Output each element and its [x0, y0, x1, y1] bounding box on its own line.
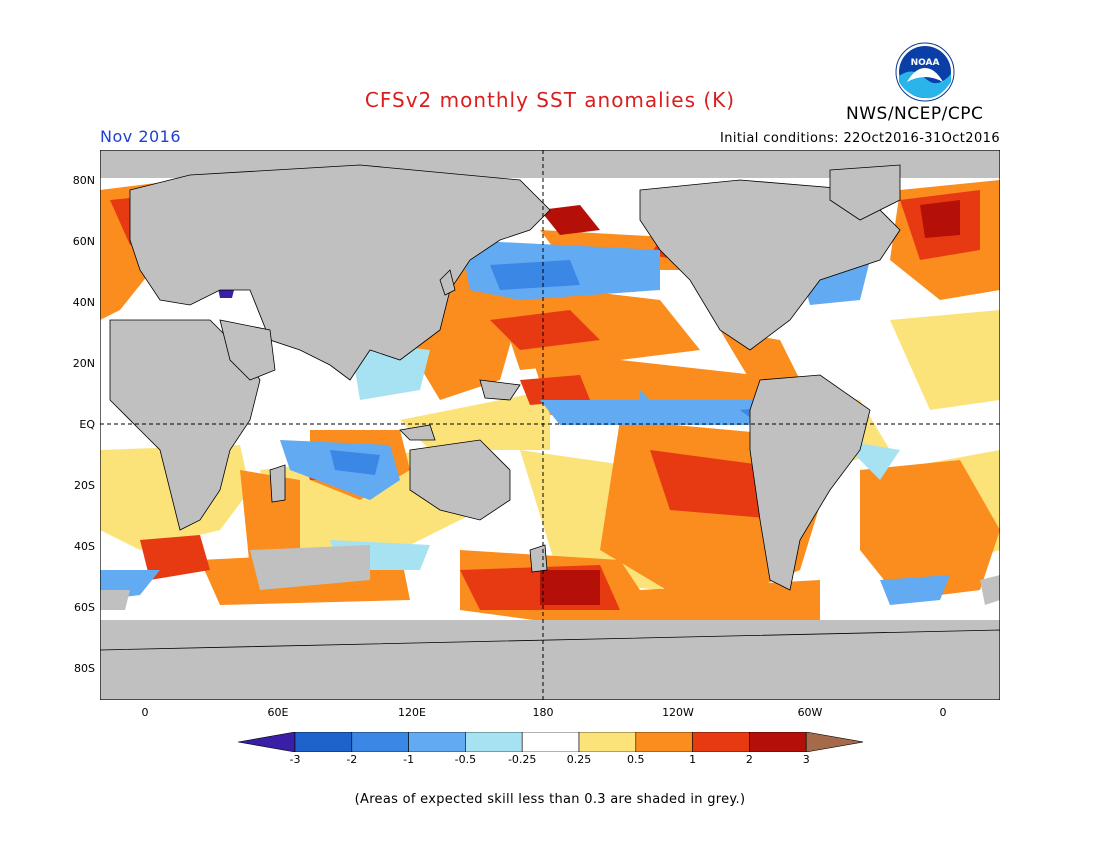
- forecast-month: Nov 2016: [100, 127, 182, 146]
- noaa-logo: NOAA: [895, 42, 955, 102]
- colorbar-tick-label: 0.5: [627, 753, 645, 766]
- initial-conditions: Initial conditions: 22Oct2016-31Oct2016: [720, 131, 1000, 146]
- colorbar-tick-label: 0.25: [566, 753, 592, 766]
- land-masses: [100, 164, 1000, 700]
- colorbar-cell: [749, 732, 807, 752]
- colorbar-cell: [294, 732, 353, 752]
- colorbar-tick-label: -0.25: [507, 753, 537, 766]
- colorbar-cell: [635, 732, 693, 752]
- colorbar-tick-label: -3: [289, 753, 301, 766]
- lon-label-0-east: 0: [939, 706, 947, 719]
- lat-label-80s: 80S: [74, 662, 95, 675]
- colorbar-cell: [351, 732, 409, 752]
- colorbar-cell: [578, 732, 637, 752]
- colorbar-cell-highest: [805, 732, 863, 752]
- lon-label-0: 0: [141, 706, 149, 719]
- colorbar-cell: [692, 732, 750, 752]
- lon-label-60e: 60E: [267, 706, 289, 719]
- lat-label-60s: 60S: [74, 601, 95, 614]
- svg-text:NOAA: NOAA: [911, 58, 940, 68]
- agency-label: NWS/NCEP/CPC: [846, 104, 984, 124]
- colorbar-cell: [465, 732, 523, 752]
- colorbar: [238, 732, 863, 752]
- colorbar-cell: [408, 732, 466, 752]
- lon-label-120w: 120W: [662, 706, 694, 719]
- map-title: CFSv2 monthly SST anomalies (K): [364, 88, 736, 112]
- colorbar-cell: [521, 732, 580, 752]
- lat-label-20n: 20N: [72, 357, 95, 370]
- lon-label-120e: 120E: [398, 706, 426, 719]
- lat-label-80n: 80N: [72, 174, 95, 187]
- colorbar-tick-label: 1: [689, 753, 697, 766]
- footnote: (Areas of expected skill less than 0.3 a…: [354, 792, 746, 807]
- lat-label-eq: EQ: [79, 418, 95, 431]
- lon-label-180: 180: [532, 706, 554, 719]
- lat-label-20s: 20S: [74, 479, 95, 492]
- colorbar-tick-label: 3: [802, 753, 810, 766]
- sst-anomaly-map: [100, 150, 1000, 700]
- colorbar-cell-lowest: [238, 732, 296, 752]
- colorbar-tick-label: -0.5: [454, 753, 477, 766]
- lat-label-60n: 60N: [72, 235, 95, 248]
- colorbar-tick-label: 2: [745, 753, 753, 766]
- colorbar-tick-label: -1: [403, 753, 415, 766]
- lat-label-40n: 40N: [72, 296, 95, 309]
- lat-label-40s: 40S: [74, 540, 95, 553]
- colorbar-tick-label: -2: [346, 753, 358, 766]
- lon-label-60w: 60W: [797, 706, 823, 719]
